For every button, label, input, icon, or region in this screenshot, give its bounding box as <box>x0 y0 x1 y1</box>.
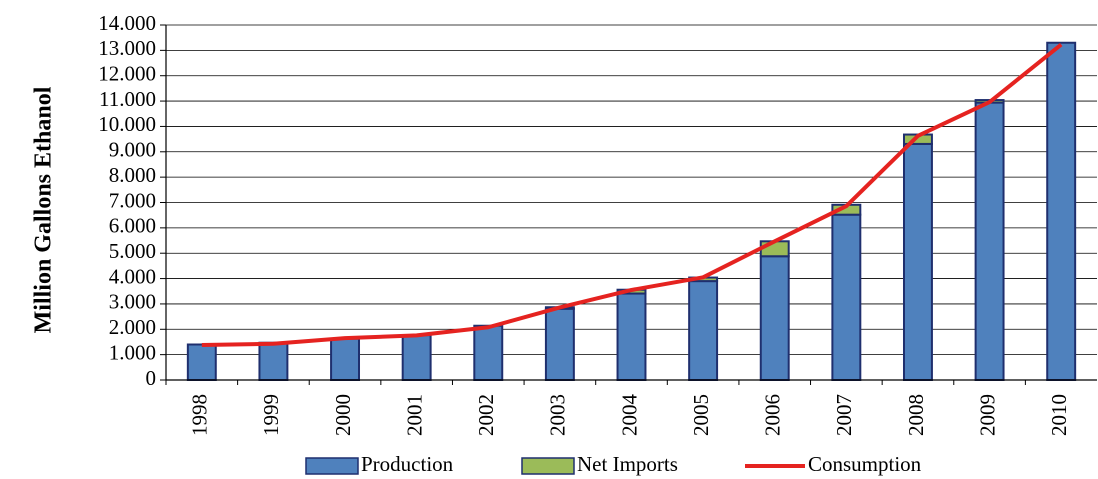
x-tick-label: 2006 <box>761 394 785 436</box>
y-tick-label: 2.000 <box>109 315 156 339</box>
x-tick-label: 2003 <box>546 394 570 436</box>
y-tick-label: 13.000 <box>98 36 156 60</box>
x-tick-label: 2007 <box>832 394 856 436</box>
production-bar <box>330 337 361 381</box>
y-axis-label: Million Gallons Ethanol <box>31 86 57 333</box>
x-tick-label: 1998 <box>188 394 212 436</box>
y-tick-label: 8.000 <box>109 163 156 187</box>
consumption-line <box>201 42 1063 348</box>
legend-swatch <box>521 457 575 475</box>
y-tick-label: 12.000 <box>98 62 156 86</box>
y-tick-label: 10.000 <box>98 112 156 136</box>
net-imports-bar <box>759 240 790 258</box>
y-tick-label: 4.000 <box>109 264 156 288</box>
x-tick-label: 2009 <box>975 394 999 436</box>
axes <box>165 25 1097 381</box>
x-tick-label: 2000 <box>331 394 355 436</box>
y-tick-label: 1.000 <box>109 340 156 364</box>
x-tick-label: 1999 <box>259 394 283 436</box>
y-tick-label: 5.000 <box>109 239 156 263</box>
x-axis-ticks: 1998 1999 2000 2001 2002 2003 2004 2005 2006 2007… <box>165 380 1071 437</box>
consumption-line-group <box>201 42 1063 348</box>
production-bar <box>759 255 790 381</box>
legend: Production Net Imports Consumption <box>305 452 922 476</box>
production-bar <box>974 101 1005 381</box>
y-tick-label: 7.000 <box>109 188 156 212</box>
production-bar <box>831 213 862 381</box>
production-bar <box>544 307 575 381</box>
x-tick-label: 2001 <box>402 394 426 436</box>
y-tick-label: 6.000 <box>109 214 156 238</box>
x-tick-label: 2002 <box>474 394 498 436</box>
x-tick-label: 2005 <box>689 394 713 436</box>
y-tick-label: 0 <box>146 366 157 390</box>
x-tick-label: 2008 <box>904 394 928 436</box>
production-bar <box>186 343 217 381</box>
legend-label: Production <box>361 452 454 476</box>
y-tick-label: 3.000 <box>109 290 156 314</box>
x-tick-label: 2004 <box>617 394 641 437</box>
gridlines <box>166 24 1097 356</box>
y-axis-ticks: 01.0002.0003.0004.0005.0006.0007.0008.00… <box>98 11 166 390</box>
production-bar <box>1046 41 1077 381</box>
production-bar <box>688 280 719 382</box>
production-bar <box>616 292 647 381</box>
production-bar <box>473 324 504 382</box>
y-tick-label: 11.000 <box>99 87 156 111</box>
bars <box>186 41 1077 382</box>
legend-swatch <box>305 457 359 475</box>
x-tick-label: 2010 <box>1047 394 1071 436</box>
y-tick-label: 9.000 <box>109 138 156 162</box>
production-bar <box>401 334 432 381</box>
y-tick-label: 14.000 <box>98 11 156 35</box>
production-bar <box>258 341 289 382</box>
legend-label: Consumption <box>808 452 922 476</box>
legend-label: Net Imports <box>577 452 678 476</box>
production-bar <box>902 142 933 381</box>
